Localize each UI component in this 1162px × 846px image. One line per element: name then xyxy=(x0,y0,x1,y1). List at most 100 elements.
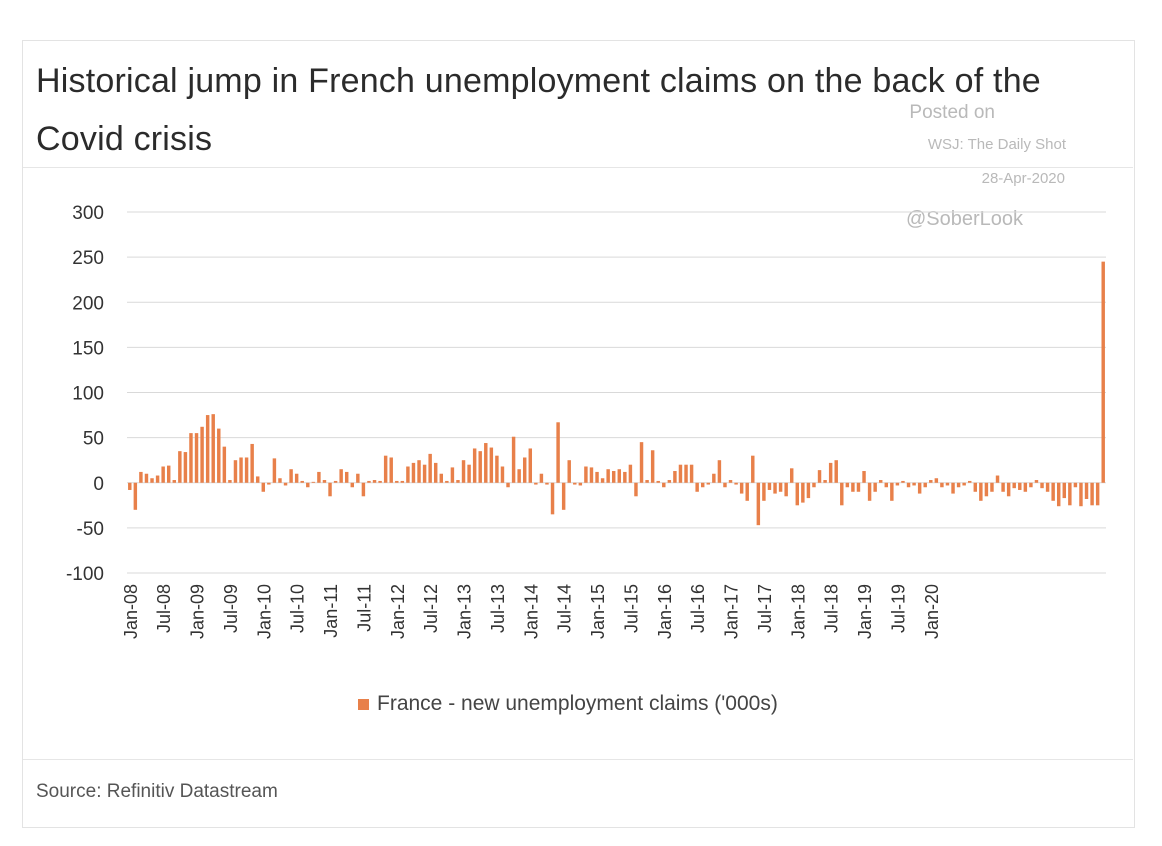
bar xyxy=(333,480,338,483)
bar xyxy=(561,482,566,510)
bar xyxy=(294,473,299,483)
bar xyxy=(795,482,800,506)
bar xyxy=(634,482,638,497)
bar xyxy=(406,466,410,483)
bar xyxy=(695,482,699,492)
bar xyxy=(1040,482,1044,489)
bar xyxy=(1045,482,1050,492)
bar xyxy=(211,414,215,483)
bar xyxy=(873,482,877,492)
bar xyxy=(383,455,388,483)
bar xyxy=(1095,482,1100,506)
bar xyxy=(890,482,894,501)
bar xyxy=(595,471,599,483)
bar xyxy=(706,482,711,485)
bar xyxy=(751,455,755,483)
bar xyxy=(812,482,816,488)
bar xyxy=(367,480,371,483)
bar xyxy=(1006,482,1011,497)
bar xyxy=(723,482,727,488)
legend-swatch xyxy=(358,698,369,710)
x-tick-label: Jan-12 xyxy=(388,584,408,639)
bar xyxy=(522,457,527,483)
bar xyxy=(361,482,366,497)
bar xyxy=(556,422,560,483)
bar xyxy=(228,480,232,483)
x-tick-label: Jul-12 xyxy=(421,584,441,633)
bar xyxy=(934,478,939,483)
bar xyxy=(895,482,900,486)
bar xyxy=(128,482,132,490)
bar xyxy=(389,457,393,483)
bar xyxy=(734,482,738,485)
bar xyxy=(951,482,955,494)
y-tick-label: 100 xyxy=(72,384,104,405)
bar xyxy=(350,482,355,488)
bar xyxy=(506,482,510,488)
bar xyxy=(617,469,622,483)
bar xyxy=(650,450,655,483)
bar xyxy=(139,471,143,483)
bar xyxy=(584,466,588,483)
bar xyxy=(673,471,677,483)
x-tick-label: Jul-08 xyxy=(154,584,174,633)
watermark-posted-on: Posted on xyxy=(909,102,995,123)
bar xyxy=(500,466,505,483)
bar xyxy=(161,466,165,483)
bar xyxy=(422,464,427,483)
bar xyxy=(489,447,494,483)
bar xyxy=(1079,482,1083,507)
bar xyxy=(1051,482,1055,501)
bar xyxy=(445,480,449,483)
bar xyxy=(901,480,905,483)
bar xyxy=(789,468,794,483)
bar xyxy=(645,480,649,483)
bar xyxy=(311,481,316,483)
bar xyxy=(700,482,705,488)
bar xyxy=(967,480,972,483)
bar xyxy=(478,451,482,483)
bar xyxy=(573,482,577,485)
x-tick-label: Jul-15 xyxy=(621,584,641,633)
bar xyxy=(834,460,838,483)
bar xyxy=(267,482,271,485)
bar xyxy=(578,482,583,486)
x-tick-label: Jan-18 xyxy=(788,584,808,639)
bar xyxy=(745,482,749,501)
bar xyxy=(990,482,994,492)
bar xyxy=(851,482,855,492)
bar xyxy=(801,482,805,503)
bar xyxy=(923,482,927,488)
bar xyxy=(217,428,221,483)
bar xyxy=(962,482,966,486)
bar xyxy=(155,475,160,483)
bar xyxy=(189,433,193,483)
bar xyxy=(317,471,321,483)
bar xyxy=(739,482,744,494)
watermark-date: 28-Apr-2020 xyxy=(981,170,1065,187)
bar xyxy=(1018,482,1022,490)
x-tick-label: Jan-17 xyxy=(722,584,742,639)
bar xyxy=(828,462,833,483)
source-note: Source: Refinitiv Datastream xyxy=(36,781,278,802)
bar xyxy=(773,482,777,494)
y-tick-label: 150 xyxy=(72,338,104,359)
bar xyxy=(845,482,850,488)
x-tick-label: Jan-08 xyxy=(121,584,141,639)
x-tick-label: Jan-20 xyxy=(922,584,942,639)
y-tick-label: -50 xyxy=(77,519,104,540)
bar xyxy=(328,482,332,497)
bar xyxy=(261,482,266,492)
bar xyxy=(906,482,911,488)
bar xyxy=(517,469,521,483)
bar xyxy=(472,448,477,483)
chart-legend: France - new unemployment claims ('000s) xyxy=(358,692,778,716)
bar xyxy=(756,482,761,526)
bar xyxy=(867,482,872,501)
bar xyxy=(973,482,978,492)
bar xyxy=(623,471,627,483)
bar xyxy=(244,457,249,483)
bar xyxy=(411,462,416,483)
bar xyxy=(133,482,138,510)
